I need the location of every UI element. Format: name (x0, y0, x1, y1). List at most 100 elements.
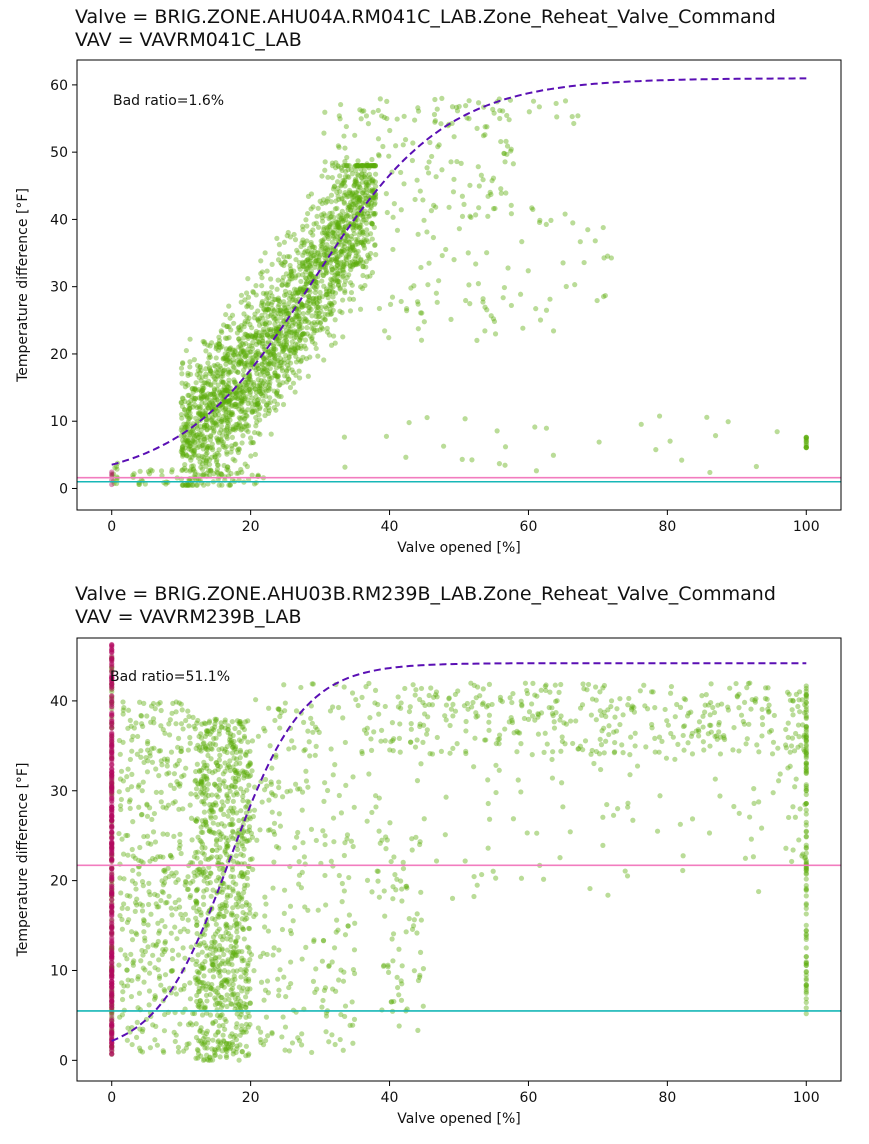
good-point (271, 316, 277, 322)
good-point (313, 282, 319, 288)
good-point (375, 152, 382, 158)
good-point (188, 414, 194, 420)
good-point (346, 174, 352, 180)
good-point (354, 195, 361, 201)
good-point (229, 391, 235, 397)
good-point (682, 697, 689, 703)
good-point (187, 336, 193, 342)
good-point (307, 255, 314, 261)
good-point (217, 836, 223, 843)
good-point (410, 923, 417, 929)
good-point (236, 771, 242, 777)
good-point (200, 821, 206, 828)
good-point (343, 255, 349, 261)
good-point (209, 416, 215, 422)
good-point (309, 336, 315, 342)
good-point (240, 926, 247, 932)
good-point (228, 396, 234, 402)
good-point (225, 369, 232, 375)
good-point (214, 373, 220, 379)
good-point (211, 802, 217, 808)
good-point (803, 807, 809, 813)
good-point (328, 342, 335, 348)
good-point (198, 933, 204, 940)
good-point (224, 1048, 230, 1055)
good-point (211, 387, 218, 393)
good-point (277, 967, 283, 973)
good-point (289, 317, 295, 323)
good-point (550, 712, 556, 719)
good-point (520, 325, 526, 331)
good-point (359, 218, 365, 225)
good-point (234, 357, 240, 364)
good-point (748, 836, 754, 842)
good-point (708, 722, 714, 728)
good-point (273, 754, 279, 760)
good-point (298, 358, 304, 364)
good-point (255, 366, 262, 372)
good-point (286, 984, 292, 991)
good-point (336, 225, 342, 231)
good-point (237, 416, 243, 422)
good-point (246, 902, 252, 908)
good-point (222, 784, 229, 790)
good-point (203, 447, 210, 453)
good-point (216, 728, 222, 734)
good-point (192, 396, 198, 402)
good-point (424, 229, 430, 235)
good-point (177, 842, 183, 848)
good-point (352, 261, 358, 268)
good-point (291, 231, 297, 238)
good-point (109, 1023, 115, 1029)
good-point (224, 840, 230, 847)
good-point (168, 749, 175, 755)
good-point (380, 143, 386, 150)
good-point (256, 333, 263, 339)
good-point (236, 817, 242, 824)
good-point (238, 427, 244, 433)
good-point (195, 455, 202, 461)
good-point (529, 701, 535, 707)
good-point (501, 284, 508, 291)
good-point (369, 809, 375, 816)
good-point (433, 174, 439, 180)
good-point (326, 963, 332, 969)
good-point (247, 374, 253, 380)
good-point (192, 452, 198, 458)
good-point (279, 368, 286, 374)
good-point (326, 256, 333, 262)
good-point (263, 292, 269, 298)
good-point (803, 699, 809, 705)
good-point (311, 284, 318, 291)
good-point (225, 1041, 231, 1047)
good-point (394, 227, 401, 233)
good-point (280, 1014, 286, 1020)
good-point (109, 943, 115, 949)
good-point (244, 869, 251, 875)
good-point (304, 223, 310, 229)
good-point (291, 745, 297, 751)
good-point (328, 264, 335, 270)
good-point (204, 416, 210, 422)
good-point (124, 1037, 130, 1043)
good-point (245, 962, 251, 969)
good-point (479, 701, 486, 707)
good-point (254, 401, 260, 407)
good-point (134, 1019, 140, 1025)
good-point (313, 743, 319, 749)
good-point (524, 830, 530, 836)
good-point (213, 802, 219, 808)
good-point (109, 955, 115, 962)
good-point (803, 761, 809, 767)
good-point (303, 356, 310, 362)
good-point (187, 892, 194, 899)
good-point (153, 789, 159, 795)
good-point (219, 432, 225, 438)
good-point (177, 929, 183, 935)
good-point (194, 958, 200, 964)
good-point (419, 310, 425, 316)
good-point (109, 786, 115, 792)
good-point (803, 704, 809, 710)
good-point (373, 171, 379, 177)
good-point (119, 1012, 126, 1018)
